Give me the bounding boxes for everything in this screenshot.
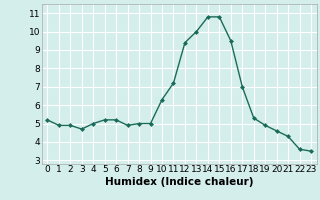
X-axis label: Humidex (Indice chaleur): Humidex (Indice chaleur) [105,177,253,187]
